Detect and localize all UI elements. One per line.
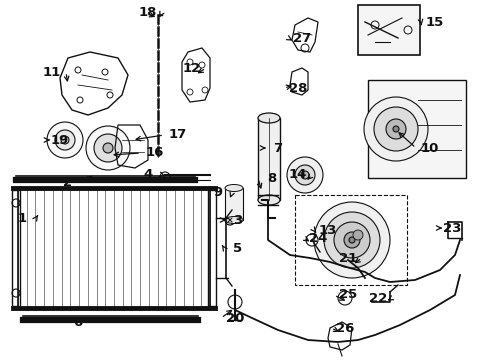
Text: 23: 23 [443, 221, 461, 234]
Circle shape [61, 136, 69, 144]
Text: 6: 6 [74, 315, 83, 328]
Text: 26: 26 [336, 321, 354, 334]
Text: 9: 9 [214, 186, 222, 199]
Bar [225, 188, 243, 220]
Circle shape [334, 222, 370, 258]
Circle shape [103, 143, 113, 153]
Text: 8: 8 [268, 171, 277, 184]
Text: 2: 2 [63, 176, 73, 189]
Ellipse shape [225, 216, 243, 224]
Text: 5: 5 [233, 242, 243, 255]
Text: 15: 15 [426, 15, 444, 28]
Circle shape [86, 126, 130, 170]
Text: 28: 28 [289, 81, 307, 94]
Circle shape [47, 122, 83, 158]
Text: 12: 12 [183, 62, 201, 75]
Circle shape [295, 165, 315, 185]
Circle shape [344, 232, 360, 248]
Text: 7: 7 [273, 141, 283, 154]
Circle shape [374, 107, 418, 151]
Text: 11: 11 [43, 66, 61, 78]
Circle shape [353, 230, 363, 240]
Bar [258, 118, 280, 200]
Ellipse shape [258, 113, 280, 123]
Bar [368, 80, 466, 178]
Text: 13: 13 [319, 224, 337, 237]
Circle shape [314, 202, 390, 278]
Text: 16: 16 [146, 147, 164, 159]
Text: 1: 1 [18, 211, 26, 225]
Circle shape [393, 126, 399, 132]
Text: 18: 18 [139, 5, 157, 18]
Text: 27: 27 [293, 31, 311, 45]
Circle shape [55, 130, 75, 150]
Text: 24: 24 [309, 231, 327, 244]
Bar [12, 190, 20, 306]
Text: 10: 10 [421, 141, 439, 154]
Text: 4: 4 [144, 168, 152, 181]
Bar [208, 190, 216, 306]
Text: 19: 19 [51, 134, 69, 147]
Circle shape [386, 119, 406, 139]
Text: 14: 14 [289, 168, 307, 181]
Circle shape [301, 171, 309, 179]
Ellipse shape [258, 195, 280, 205]
Text: 3: 3 [233, 213, 243, 226]
Text: 25: 25 [339, 288, 357, 302]
Bar [358, 5, 420, 55]
Circle shape [349, 237, 355, 243]
Bar [295, 195, 407, 285]
Text: 22: 22 [369, 292, 387, 305]
Text: 21: 21 [339, 252, 357, 265]
Circle shape [364, 97, 428, 161]
Ellipse shape [225, 184, 243, 192]
Text: 17: 17 [169, 129, 187, 141]
Text: 20: 20 [226, 311, 244, 324]
Circle shape [94, 134, 122, 162]
Circle shape [324, 212, 380, 268]
Circle shape [287, 157, 323, 193]
